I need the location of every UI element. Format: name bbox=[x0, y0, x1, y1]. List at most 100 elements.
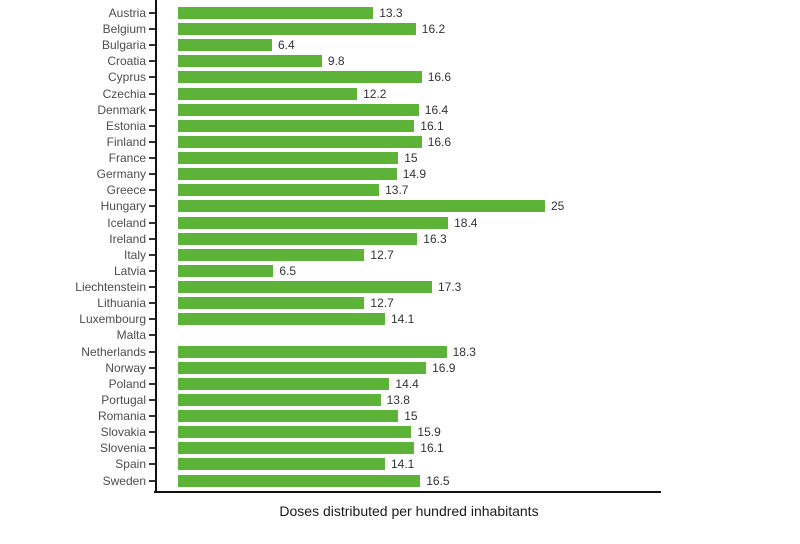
category-label: Portugal bbox=[101, 392, 146, 407]
category-label: France bbox=[108, 151, 146, 166]
value-label: 15 bbox=[404, 409, 418, 424]
chart-row: Spain 14.1 bbox=[0, 456, 680, 472]
bar bbox=[178, 393, 381, 406]
value-label: 12.2 bbox=[363, 86, 387, 101]
category-label: Greece bbox=[106, 183, 146, 198]
bar bbox=[178, 216, 449, 229]
chart-row: Cyprus 16.6 bbox=[0, 69, 680, 85]
bar bbox=[178, 474, 421, 487]
category-label: Spain bbox=[115, 457, 146, 472]
chart-row: Malta bbox=[0, 327, 680, 343]
category-label: Belgium bbox=[102, 22, 146, 37]
value-label: 12.7 bbox=[370, 247, 394, 262]
axis-tick bbox=[149, 253, 155, 256]
category-label: Denmark bbox=[97, 102, 146, 117]
value-label: 25 bbox=[551, 199, 565, 214]
category-label: Lithuania bbox=[97, 296, 146, 311]
axis-tick bbox=[149, 334, 155, 337]
axis-tick bbox=[149, 447, 155, 450]
axis-tick bbox=[149, 269, 155, 272]
value-label: 6.5 bbox=[279, 263, 297, 278]
axis-tick bbox=[149, 431, 155, 434]
chart-row: Germany 14.9 bbox=[0, 166, 680, 182]
value-label: 18.3 bbox=[452, 344, 476, 359]
bar bbox=[178, 410, 399, 423]
axis-tick bbox=[149, 479, 155, 482]
value-label: 16.6 bbox=[427, 70, 452, 85]
bar bbox=[178, 71, 422, 84]
chart-row: Estonia 16.1 bbox=[0, 118, 680, 134]
value-label: 14.9 bbox=[402, 167, 427, 182]
chart-row: Hungary 25 bbox=[0, 198, 680, 214]
axis-tick bbox=[149, 237, 155, 240]
axis-tick bbox=[149, 173, 155, 176]
axis-tick bbox=[149, 302, 155, 305]
value-label: 16.5 bbox=[426, 473, 450, 488]
chart-row: Romania 15 bbox=[0, 408, 680, 424]
category-label: Norway bbox=[105, 360, 146, 375]
axis-tick bbox=[149, 28, 155, 31]
chart-row: Ireland 16.3 bbox=[0, 231, 680, 247]
axis-tick bbox=[149, 11, 155, 14]
chart-row: Denmark 16.4 bbox=[0, 102, 680, 118]
chart-row: Poland 14.4 bbox=[0, 376, 680, 392]
bar bbox=[178, 55, 322, 68]
axis-tick bbox=[149, 221, 155, 224]
value-label: 9.8 bbox=[327, 54, 345, 69]
bar bbox=[178, 200, 545, 213]
value-label: 14.1 bbox=[391, 457, 415, 472]
axis-tick bbox=[149, 108, 155, 111]
chart-row: Portugal 13.8 bbox=[0, 392, 680, 408]
axis-tick bbox=[149, 60, 155, 63]
bar bbox=[178, 345, 447, 358]
value-label: 14.4 bbox=[395, 376, 419, 391]
chart-row: Lithuania 12.7 bbox=[0, 295, 680, 311]
category-label: Estonia bbox=[105, 118, 146, 133]
category-label: Slovenia bbox=[99, 441, 146, 456]
axis-tick bbox=[149, 205, 155, 208]
bar bbox=[178, 152, 399, 165]
axis-tick bbox=[149, 124, 155, 127]
value-label: 16.1 bbox=[420, 118, 444, 133]
chart-row: Luxembourg 14.1 bbox=[0, 311, 680, 327]
axis-tick bbox=[149, 44, 155, 47]
chart-row: Latvia 6.5 bbox=[0, 263, 680, 279]
axis-tick bbox=[149, 398, 155, 401]
category-label: Bulgaria bbox=[101, 38, 146, 53]
axis-tick bbox=[149, 157, 155, 160]
value-label: 16.9 bbox=[432, 360, 456, 375]
bar bbox=[178, 135, 422, 148]
bar bbox=[178, 248, 365, 261]
x-axis-title: Doses distributed per hundred inhabitant… bbox=[279, 503, 539, 519]
bar bbox=[178, 6, 374, 19]
axis-tick bbox=[149, 189, 155, 192]
axis-tick bbox=[149, 318, 155, 321]
category-label: Poland bbox=[108, 376, 146, 391]
value-label: 16.4 bbox=[424, 102, 449, 117]
bar bbox=[178, 313, 385, 326]
category-label: Luxembourg bbox=[79, 312, 146, 327]
category-label: Croatia bbox=[107, 54, 146, 69]
bar bbox=[178, 23, 416, 36]
axis-tick bbox=[149, 463, 155, 466]
value-label: 16.2 bbox=[421, 22, 446, 37]
category-label: Malta bbox=[116, 328, 146, 343]
category-label: Austria bbox=[108, 5, 146, 20]
bar bbox=[178, 426, 412, 439]
category-label: Slovakia bbox=[100, 425, 146, 440]
value-label: 16.1 bbox=[420, 441, 444, 456]
chart-rows: Austria 13.3 Belgium 16.2 Bulgaria 6.4 Croatia… bbox=[0, 5, 680, 489]
x-axis-line bbox=[154, 491, 661, 493]
chart-row: Bulgaria 6.4 bbox=[0, 37, 680, 53]
bar bbox=[178, 264, 274, 277]
bar bbox=[178, 39, 272, 52]
value-label: 14.1 bbox=[391, 312, 415, 327]
bar bbox=[178, 168, 397, 181]
category-label: Iceland bbox=[107, 215, 146, 230]
value-label: 17.3 bbox=[438, 280, 462, 295]
chart-row: Iceland 18.4 bbox=[0, 215, 680, 231]
category-label: Cyprus bbox=[107, 70, 146, 85]
chart-row: Greece 13.7 bbox=[0, 182, 680, 198]
axis-tick bbox=[149, 366, 155, 369]
